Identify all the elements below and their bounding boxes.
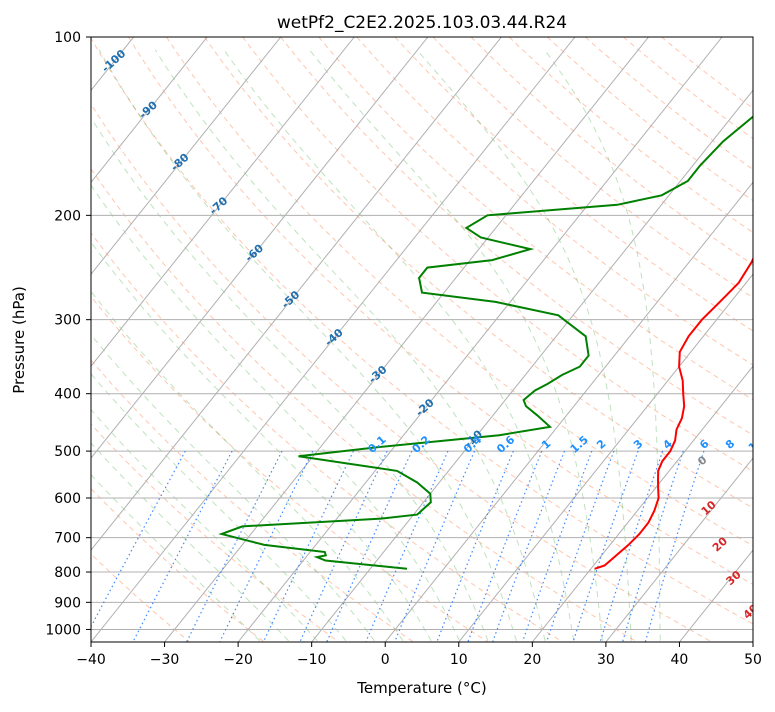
isotherm-line <box>459 37 775 642</box>
mixing-ratio-label: 1.5 <box>568 433 591 456</box>
moist-adiabat-line <box>155 50 545 641</box>
mixing-ratio-line <box>437 451 513 642</box>
isotherm-label: -90 <box>136 98 160 121</box>
isotherm-label: -40 <box>322 326 346 349</box>
y-tick-label: 900 <box>54 595 81 611</box>
y-tick-label: 700 <box>54 531 81 547</box>
y-tick-label: 200 <box>54 208 81 224</box>
x-axis: −40 −30 −20 −10 0 10 20 30 40 50 <box>76 642 762 668</box>
y-tick-label: 800 <box>54 565 81 581</box>
dry-adiabat-line <box>0 37 488 642</box>
mixing-ratio-label: 8 <box>723 437 737 452</box>
x-tick-label: 30 <box>597 652 615 668</box>
moist-adiabat-line <box>0 50 346 641</box>
x-axis-label: Temperature (°C) <box>356 679 486 697</box>
isotherm-line <box>753 37 775 642</box>
mixing-ratio-line <box>600 451 663 642</box>
dry-adiabat-line <box>90 37 775 642</box>
dry-adiabat-line <box>52 37 712 642</box>
moist-adiabat-line <box>53 50 489 641</box>
moist-adiabat-line <box>0 50 317 641</box>
isotherm-line <box>606 37 775 642</box>
mixing-ratio-label: 13 <box>768 435 775 455</box>
dry-adiabat-line <box>0 37 264 642</box>
mixing-ratio-label: 0.2 <box>410 433 433 456</box>
y-tick-label: 600 <box>54 491 81 507</box>
mixing-ratio-label: 2 <box>594 437 608 452</box>
dry-adiabat-line <box>509 37 775 642</box>
moist-adiabat-line <box>0 50 289 641</box>
isotherm-line <box>679 37 775 642</box>
isotherm-label: -20 <box>413 396 437 419</box>
x-tick-label: 50 <box>744 652 762 668</box>
chart-title: wetPf2_C2E2.2025.103.03.44.R24 <box>277 13 567 33</box>
isotherm-label: -100 <box>99 47 128 75</box>
dry-adiabat-line <box>357 37 775 642</box>
adiabat-label: 30 <box>724 568 744 588</box>
dry-adiabat-line <box>0 37 414 642</box>
dry-adiabat-line <box>471 37 775 642</box>
mixing-ratio-line <box>83 451 186 642</box>
y-tick-label: 500 <box>54 444 81 460</box>
profile-series <box>222 37 775 569</box>
y-tick-label: 1000 <box>45 622 81 638</box>
mixing-ratio-line <box>547 451 614 642</box>
isotherm-line <box>312 37 775 642</box>
isotherm-label: -70 <box>207 194 231 217</box>
isotherm-line <box>0 37 207 642</box>
mixing-ratio-line <box>468 451 542 642</box>
isotherm-line <box>0 37 281 642</box>
dewpoint-profile-line <box>222 37 775 569</box>
isotherm-label: -60 <box>243 241 267 264</box>
y-tick-label: 400 <box>54 387 81 403</box>
x-tick-label: −30 <box>150 652 180 668</box>
y-axis: 100 200 300 400 500 600 700 800 900 1000 <box>45 30 91 638</box>
mixing-ratio-line <box>300 451 387 642</box>
x-tick-label: −20 <box>223 652 253 668</box>
moist-adiabat-line <box>0 50 431 641</box>
dry-adiabat-line <box>167 37 775 642</box>
mixing-ratio-label: 6 <box>697 437 712 452</box>
moist-adiabat-line <box>0 50 403 641</box>
y-tick-label: 100 <box>54 30 81 46</box>
mixing-ratio-line <box>645 451 704 642</box>
x-tick-label: −10 <box>297 652 327 668</box>
y-axis-label: Pressure (hPa) <box>10 286 28 394</box>
x-tick-label: 0 <box>381 652 390 668</box>
x-tick-label: 40 <box>671 652 689 668</box>
dry-adiabat-line <box>319 37 775 642</box>
dry-adiabat-line <box>205 37 775 642</box>
mixing-ratio-label: 0.6 <box>494 433 517 456</box>
mixing-ratio-label: 1 <box>539 437 553 452</box>
mixing-ratio-label: 0.1 <box>365 433 388 456</box>
dry-adiabat-line <box>0 37 339 642</box>
x-tick-label: 20 <box>523 652 541 668</box>
x-tick-label: −40 <box>76 652 106 668</box>
mixing-ratio-line <box>523 451 592 642</box>
y-tick-label: 300 <box>54 313 81 329</box>
dry-adiabat-line <box>585 37 775 642</box>
temperature-profile-line <box>595 37 775 569</box>
isotherm-line <box>0 37 354 642</box>
mixing-ratio-label: 3 <box>631 437 645 452</box>
x-tick-label: 10 <box>450 652 468 668</box>
isotherm-label: -80 <box>168 151 192 174</box>
moist-adiabat-line <box>0 50 260 641</box>
isotherm-label: -50 <box>279 288 303 311</box>
mixing-ratio-line <box>187 451 282 642</box>
adiabat-label: 0 <box>695 453 710 468</box>
isotherm-line <box>0 37 428 642</box>
isotherm-line <box>165 37 649 642</box>
adiabat-label: 10 <box>699 498 719 518</box>
mixing-ratio-line <box>220 451 313 642</box>
moist-adiabat-line <box>309 50 602 641</box>
isotherm-line <box>17 37 501 642</box>
